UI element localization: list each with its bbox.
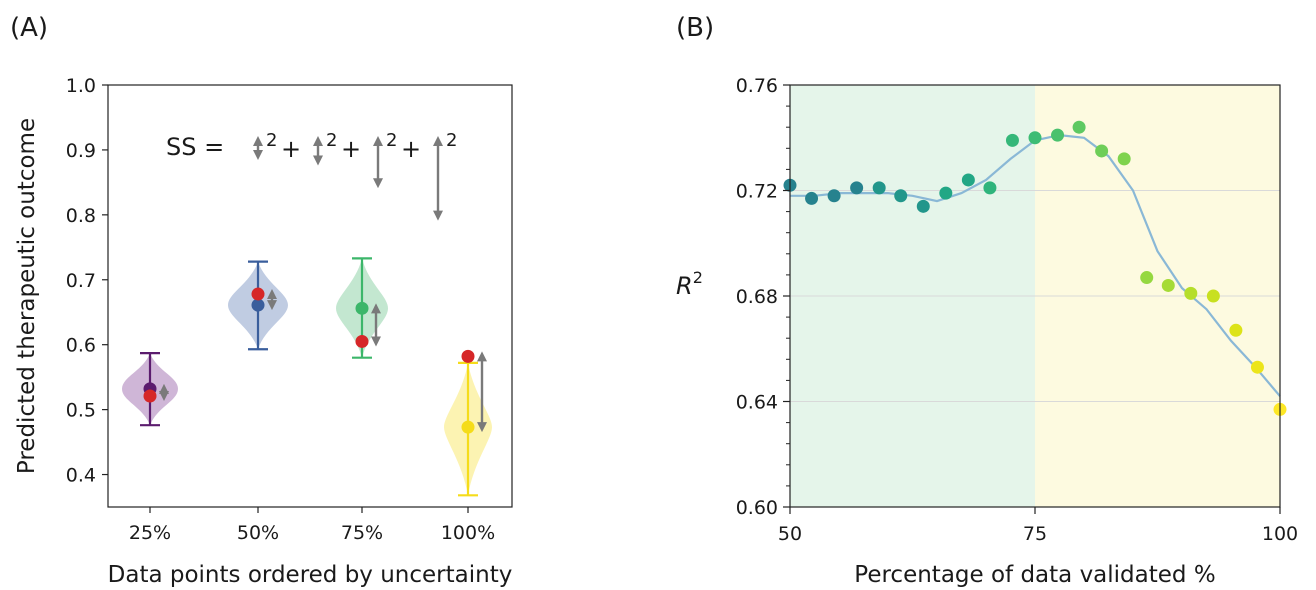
- a-xtick-label-1: 50%: [237, 522, 279, 544]
- true-point-75%: [355, 334, 369, 348]
- panel-a-y-axis-title: Predicted therapeutic outcome: [14, 118, 40, 474]
- panel-a-violins: [122, 257, 492, 497]
- formula-plus-0: +: [281, 135, 301, 163]
- panel-b-y-axis-title: R2: [676, 268, 703, 300]
- data-point-21: [1250, 360, 1264, 374]
- data-point-4: [872, 181, 886, 195]
- a-ytick-label-2: 0.6: [66, 335, 96, 357]
- data-point-8: [961, 173, 975, 187]
- true-point-25%: [143, 389, 157, 403]
- panel-a-plot-frame: [107, 84, 513, 508]
- panel-b-x-axis: 50 75 100: [778, 507, 1298, 545]
- data-point-10: [1005, 133, 1019, 147]
- panel-b-x-axis-title: Percentage of data validated %: [854, 562, 1215, 588]
- b-ytick-label-0: 0.60: [736, 497, 778, 519]
- r-squared-base: R: [676, 272, 693, 300]
- panel-b-label: (B): [676, 13, 714, 43]
- data-point-17: [1161, 278, 1175, 292]
- b-xtick-label-1: 75: [1023, 523, 1047, 545]
- panel-a: (A) SS = 2 +2 +2 +2 0.40.50.60.70.80.91.0 2…: [10, 13, 513, 588]
- panel-a-y-axis: 0.4 0.5 0.6 0.7 0.8 0.9 1.0: [66, 75, 108, 487]
- data-point-3: [850, 181, 864, 195]
- data-point-1: [805, 191, 819, 205]
- panel-b-y-axis: 0.60 0.64 0.68 0.72 0.76: [736, 75, 790, 519]
- data-point-16: [1140, 271, 1154, 285]
- panel-b-points: [783, 120, 1287, 416]
- panel-b: (B) 0.60 0.64 0.68 0.72 0.76 50 75 100 Percent…: [676, 13, 1298, 588]
- formula-exponent-1: 2: [326, 130, 337, 151]
- panel-a-label: (A): [10, 13, 48, 43]
- data-point-20: [1229, 323, 1243, 337]
- true-point-50%: [251, 287, 265, 301]
- formula-exponent-0: 2: [266, 130, 277, 151]
- data-point-9: [983, 181, 997, 195]
- a-ytick-label-4: 0.8: [66, 205, 96, 227]
- b-ytick-label-4: 0.76: [736, 75, 778, 97]
- a-xtick-label-0: 25%: [129, 522, 171, 544]
- formula-exponent-2: 2: [386, 130, 397, 151]
- formula-lhs: SS =: [166, 133, 224, 161]
- formula-plus-1: +: [341, 135, 361, 163]
- b-xtick-label-0: 50: [778, 523, 802, 545]
- data-point-18: [1184, 286, 1198, 300]
- mean-point-100%: [461, 420, 475, 434]
- mean-point-50%: [251, 298, 265, 312]
- data-point-14: [1095, 144, 1109, 158]
- mean-point-75%: [355, 301, 369, 315]
- b-ytick-label-2: 0.68: [736, 286, 778, 308]
- a-ytick-label-1: 0.5: [66, 400, 96, 422]
- panel-a-x-axis: 25% 50% 75% 100%: [129, 507, 495, 544]
- data-point-12: [1051, 128, 1065, 142]
- data-point-19: [1206, 289, 1220, 303]
- r-squared-exponent: 2: [693, 268, 703, 287]
- a-xtick-label-2: 75%: [341, 522, 383, 544]
- b-ytick-label-3: 0.72: [736, 181, 778, 203]
- data-point-11: [1028, 131, 1042, 145]
- a-ytick-label-3: 0.7: [66, 270, 96, 292]
- panel-b-gridlines: [790, 190, 1280, 402]
- data-point-2: [827, 189, 841, 203]
- data-point-15: [1117, 152, 1131, 166]
- a-xtick-label-3: 100%: [441, 522, 495, 544]
- panel-a-formula: SS = 2 +2 +2 +2: [166, 130, 457, 221]
- data-point-7: [939, 186, 953, 200]
- b-xtick-label-2: 100: [1262, 523, 1298, 545]
- panel-a-x-axis-title: Data points ordered by uncertainty: [108, 562, 513, 588]
- a-ytick-label-6: 1.0: [66, 75, 96, 97]
- a-ytick-label-0: 0.4: [66, 465, 96, 487]
- formula-plus-2: +: [401, 135, 421, 163]
- data-point-13: [1072, 120, 1086, 134]
- true-point-100%: [461, 349, 475, 363]
- data-point-6: [916, 199, 930, 213]
- a-ytick-label-5: 0.9: [66, 140, 96, 162]
- b-ytick-label-1: 0.64: [736, 392, 778, 414]
- formula-exponent-3: 2: [446, 130, 457, 151]
- data-point-5: [894, 189, 908, 203]
